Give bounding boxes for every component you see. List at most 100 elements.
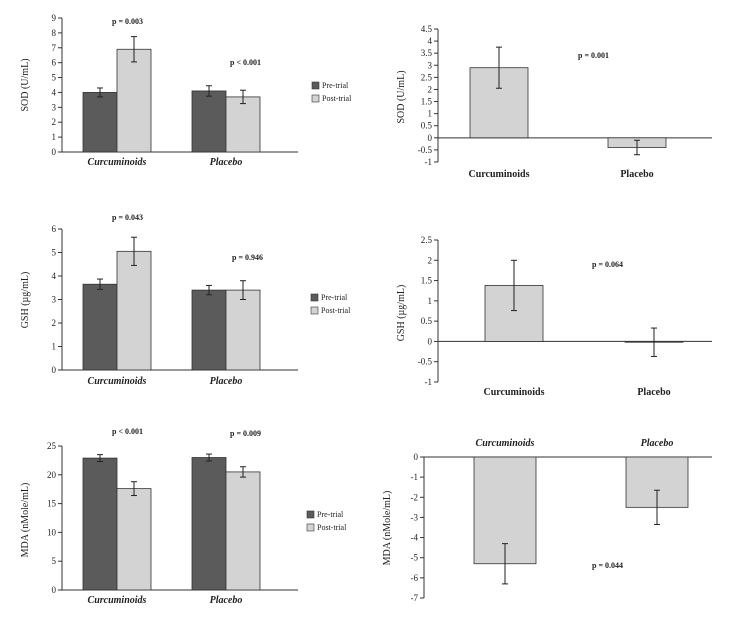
p-value-annotation: p = 0.043 xyxy=(112,213,143,222)
legend: Pre-trial Post-trial xyxy=(311,81,352,103)
legend: Pre-trial Post-trial xyxy=(306,510,347,532)
y-tick-label: 2 xyxy=(52,318,57,328)
y-tick-label: 20 xyxy=(47,470,57,480)
p-value-annotation: p = 0.946 xyxy=(232,253,263,262)
legend-entry: Post-trial xyxy=(322,94,352,103)
y-tick-label: 0 xyxy=(428,133,433,143)
legend-entry: Post-trial xyxy=(321,306,351,315)
y-tick-label: 3 xyxy=(428,60,433,70)
x-tick-label: Placebo xyxy=(210,595,243,606)
x-tick-label: Curcuminoids xyxy=(88,157,147,168)
y-tick-label: 1 xyxy=(52,342,57,352)
y-tick-label: 3 xyxy=(52,295,57,305)
y-tick-label: 3.5 xyxy=(421,48,433,58)
y-tick-label: 9 xyxy=(52,13,57,23)
bar xyxy=(191,457,227,591)
y-tick-label: 0 xyxy=(414,452,419,462)
y-tick-label: -1 xyxy=(425,157,433,167)
y-tick-label: -2 xyxy=(411,492,419,502)
y-tick-label: 15 xyxy=(47,499,57,509)
y-tick-label: 2 xyxy=(428,255,433,265)
legend-entry: Pre-trial xyxy=(321,293,348,302)
y-tick-label: 0 xyxy=(52,585,57,595)
p-value-annotation: p < 0.001 xyxy=(230,58,261,67)
y-tick-label: 4 xyxy=(52,87,57,97)
chart-sod-change: -1 -0.5 0 0.5 1 1.5 2 2.5 3 3.5 4 4.5 SOD (U/mL) Curc… xyxy=(396,24,712,180)
y-tick-label: 7 xyxy=(52,43,57,53)
legend-entry: Post-trial xyxy=(317,523,347,532)
y-axis-label: GSH (µg/mL) xyxy=(396,285,407,342)
legend-swatch xyxy=(310,306,319,315)
y-axis-label: GSH (µg/mL) xyxy=(20,272,31,329)
legend-entry: Pre-trial xyxy=(317,510,344,519)
y-tick-label: 1.5 xyxy=(421,97,433,107)
legend-swatch xyxy=(306,510,315,519)
y-tick-label: -5 xyxy=(411,553,419,563)
chart-mda-change: -7 -6 -5 -4 -3 -2 -1 0 MDA (nMole/mL) Curcuminoid… xyxy=(382,438,712,603)
x-tick-label: Placebo xyxy=(620,169,653,180)
y-tick-label: 2 xyxy=(428,84,433,94)
chart-gsh-change: -1 -0.5 0 0.5 1 1.5 2 2.5 GSH (µg/mL) Curcuminoid… xyxy=(396,235,712,398)
x-tick-label: Curcuminoids xyxy=(476,438,535,449)
y-tick-label: 5 xyxy=(52,248,57,258)
y-axis-label: SOD (U/mL) xyxy=(20,58,31,111)
y-tick-label: -0.5 xyxy=(418,357,433,367)
p-value-annotation: p = 0.009 xyxy=(230,429,261,438)
legend-swatch xyxy=(306,523,315,532)
y-axis-label: MDA (nMole/mL) xyxy=(20,483,31,558)
y-tick-label: -1 xyxy=(425,377,433,387)
bar xyxy=(82,92,118,153)
y-tick-label: 6 xyxy=(52,58,57,68)
bar xyxy=(191,289,227,371)
y-tick-label: 4.5 xyxy=(421,24,433,34)
y-tick-label: 0.5 xyxy=(421,316,433,326)
bar xyxy=(191,90,227,153)
x-tick-label: Curcuminoids xyxy=(484,387,545,398)
bar xyxy=(116,48,152,153)
y-tick-label: -7 xyxy=(411,593,419,603)
y-tick-label: 0 xyxy=(428,336,433,346)
x-tick-label: Curcuminoids xyxy=(88,376,147,387)
legend-swatch xyxy=(311,94,320,103)
x-tick-label: Placebo xyxy=(637,387,670,398)
bar xyxy=(82,283,118,371)
y-tick-label: 5 xyxy=(52,556,57,566)
legend-swatch xyxy=(310,293,319,302)
legend-swatch xyxy=(311,81,320,90)
y-tick-label: 8 xyxy=(52,28,57,38)
y-tick-label: 2.5 xyxy=(421,72,433,82)
y-tick-label: 1 xyxy=(428,109,433,119)
bar xyxy=(225,289,261,371)
y-tick-label: 2.5 xyxy=(421,235,433,245)
chart-mda-groups: 0 5 10 15 20 25 MDA (nMole/mL) Curcuminoids Plac… xyxy=(20,427,347,606)
y-tick-label: 6 xyxy=(52,224,57,234)
bar xyxy=(225,96,261,153)
y-tick-label: -3 xyxy=(411,512,419,522)
p-value-annotation: p = 0.001 xyxy=(578,51,609,60)
y-tick-label: 2 xyxy=(52,117,57,127)
x-tick-label: Curcuminoids xyxy=(469,169,530,180)
chart-sod-groups: 0 1 2 3 4 5 6 7 8 9 SOD (U/mL) Curcuminoids Placebo p… xyxy=(20,13,352,168)
x-tick-label: Placebo xyxy=(641,438,674,449)
p-value-annotation: p < 0.001 xyxy=(112,427,143,436)
chart-gsh-groups: 0 1 2 3 4 5 6 GSH (µg/mL) Curcuminoids Placebo p =… xyxy=(20,213,351,387)
y-tick-label: 1.5 xyxy=(421,276,433,286)
bar xyxy=(116,250,152,371)
y-tick-label: -1 xyxy=(411,472,419,482)
y-axis-label: MDA (nMole/mL) xyxy=(382,491,393,566)
legend: Pre-trial Post-trial xyxy=(310,293,351,315)
bar xyxy=(225,471,261,591)
y-tick-label: 1 xyxy=(428,296,433,306)
bar xyxy=(82,457,118,591)
y-tick-label: -4 xyxy=(411,533,419,543)
p-value-annotation: p = 0.064 xyxy=(592,260,623,269)
y-tick-label: 5 xyxy=(52,73,57,83)
y-tick-label: 1 xyxy=(52,132,57,142)
y-axis-label: SOD (U/mL) xyxy=(396,70,407,123)
p-value-annotation: p = 0.003 xyxy=(112,17,143,26)
y-tick-label: 10 xyxy=(47,527,57,537)
y-tick-label: 25 xyxy=(47,441,57,451)
x-tick-label: Placebo xyxy=(210,157,243,168)
